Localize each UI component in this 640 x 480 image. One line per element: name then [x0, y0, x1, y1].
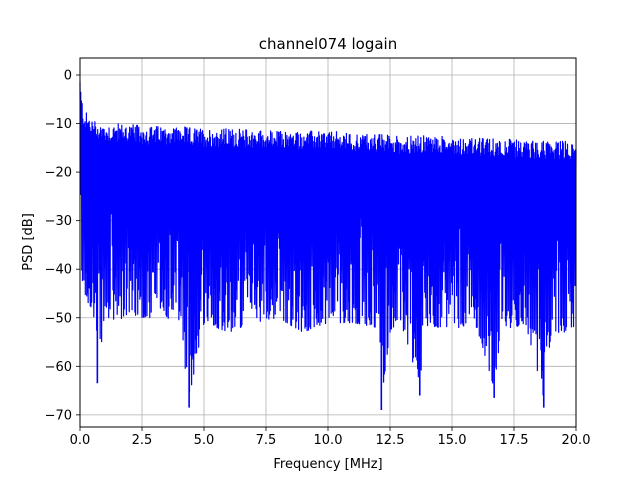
x-tick-label: 2.5: [132, 433, 153, 448]
x-tick-label: 0.0: [70, 433, 91, 448]
y-tick-label: −50: [45, 311, 72, 326]
x-axis: 0.0 2.5 5.0 7.5 10.0 12.5 15.0 17.5 20.0: [70, 427, 591, 448]
y-tick-label: −20: [45, 166, 72, 181]
x-tick-label: 15.0: [438, 433, 467, 448]
y-axis: 0 −10 −20 −30 −40 −50 −60 −70: [45, 68, 80, 423]
x-tick-label: 12.5: [376, 433, 405, 448]
x-tick-label: 10.0: [314, 433, 343, 448]
x-tick-label: 7.5: [256, 433, 277, 448]
y-tick-label: −70: [45, 408, 72, 423]
x-tick-label: 5.0: [194, 433, 215, 448]
y-tick-label: −30: [45, 214, 72, 229]
x-tick-label: 17.5: [500, 433, 529, 448]
y-axis-title: PSD [dB]: [21, 213, 36, 271]
y-tick-label: 0: [64, 68, 72, 83]
y-tick-label: −10: [45, 117, 72, 132]
x-axis-title: Frequency [MHz]: [273, 457, 382, 472]
y-tick-label: −60: [45, 360, 72, 375]
plot-area: [79, 81, 577, 411]
chart-title: channel074 logain: [259, 35, 398, 53]
x-tick-label: 20.0: [562, 433, 591, 448]
y-tick-label: −40: [45, 263, 72, 278]
psd-series-line: [79, 81, 577, 396]
